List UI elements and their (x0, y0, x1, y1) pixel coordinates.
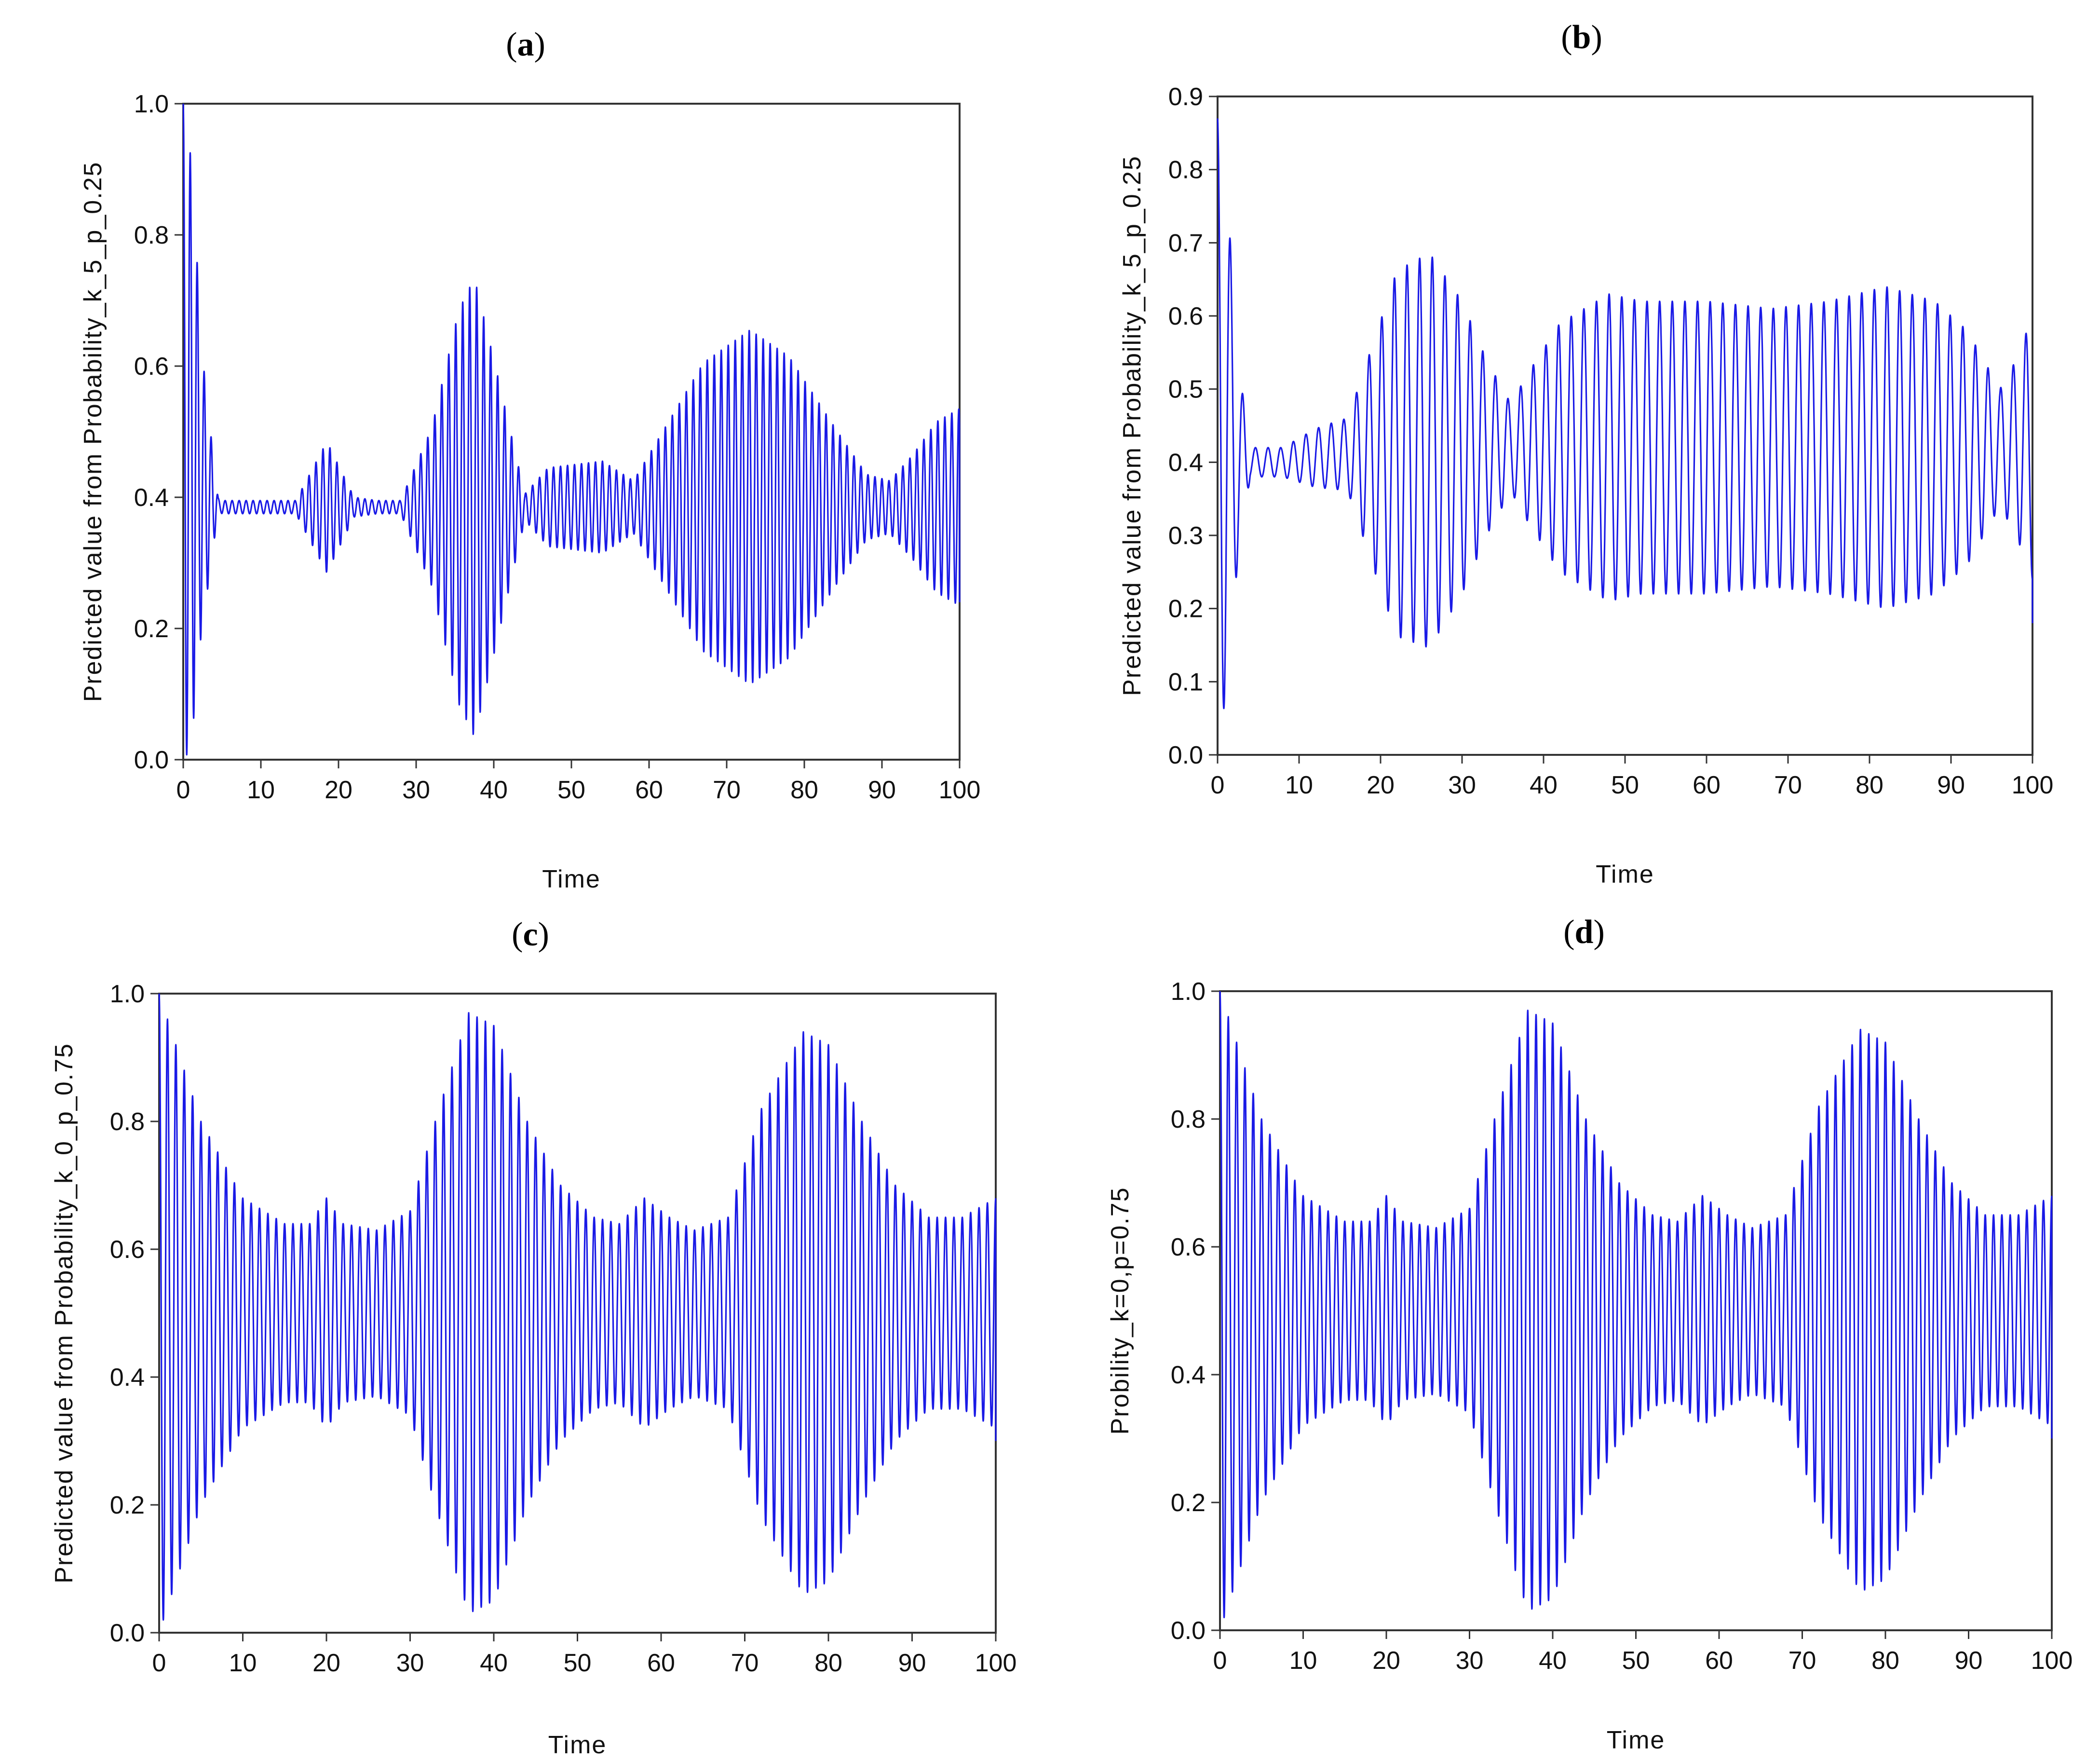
y-tick-label: 0.4 (110, 1364, 145, 1392)
x-tick-label: 90 (1937, 771, 1965, 799)
x-tick-label: 90 (898, 1649, 926, 1677)
y-tick-label: 0.8 (110, 1108, 145, 1136)
x-tick-label: 60 (635, 776, 663, 804)
x-tick-label: 80 (790, 776, 818, 804)
y-tick-label: 0.6 (134, 353, 169, 381)
x-tick-label: 0 (176, 776, 190, 804)
x-tick-label: 30 (1448, 771, 1476, 799)
panel-label-letter: c (523, 916, 538, 953)
x-tick-label: 70 (713, 776, 741, 804)
x-tick-label: 100 (939, 776, 981, 804)
y-tick-label: 1.0 (110, 980, 145, 1008)
y-tick-label: 0.0 (1171, 1617, 1206, 1645)
panel-label: (a) (506, 26, 545, 63)
y-tick-label: 0.6 (1168, 302, 1203, 330)
x-tick-label: 0 (1213, 1647, 1227, 1675)
y-tick-label: 0.3 (1168, 522, 1203, 550)
x-tick-label: 90 (1955, 1647, 1983, 1675)
x-tick-label: 30 (1456, 1647, 1484, 1675)
y-axis-title: Predicted value from Probability_k_5_p_0… (79, 162, 107, 702)
x-tick-label: 100 (2031, 1647, 2073, 1675)
x-tick-label: 40 (480, 1649, 508, 1677)
y-tick-label: 0.2 (1168, 595, 1203, 623)
x-tick-label: 50 (564, 1649, 592, 1677)
chart-panel-b: (b) 0 10 20 30 40 50 60 70 80 90 100 0.0 0.1 0.2 0.3 0.4… (1118, 19, 2053, 888)
x-tick-label: 10 (1289, 1647, 1317, 1675)
x-tick-label: 40 (1539, 1647, 1567, 1675)
x-tick-label: 100 (975, 1649, 1017, 1677)
x-tick-label: 20 (312, 1649, 340, 1677)
x-tick-label: 70 (1774, 771, 1802, 799)
x-tick-label: 80 (1871, 1647, 1899, 1675)
y-tick-label: 0.8 (1171, 1106, 1206, 1133)
x-tick-label: 50 (1611, 771, 1639, 799)
x-tick-label: 10 (247, 776, 275, 804)
x-tick-label: 0 (1211, 771, 1225, 799)
x-tick-label: 20 (1367, 771, 1395, 799)
y-tick-label: 1.0 (1171, 978, 1206, 1006)
x-tick-label: 10 (1285, 771, 1313, 799)
y-tick-label: 0.7 (1168, 229, 1203, 257)
x-axis-title: Time (548, 1731, 607, 1759)
y-tick-label: 0.6 (110, 1236, 145, 1264)
y-tick-label: 0.2 (134, 615, 169, 643)
panel-label: (c) (512, 916, 549, 953)
x-tick-label: 0 (152, 1649, 166, 1677)
y-tick-label: 0.8 (1168, 156, 1203, 184)
x-tick-label: 70 (731, 1649, 759, 1677)
x-tick-label: 20 (325, 776, 352, 804)
panel-label-letter: b (1572, 19, 1591, 56)
panel-label: (b) (1561, 19, 1602, 56)
series-line (1219, 991, 2053, 1619)
x-tick-label: 100 (2012, 771, 2054, 799)
x-axis-title: Time (1607, 1726, 1666, 1754)
x-tick-label: 60 (1693, 771, 1721, 799)
y-axis-title: Predicted value from Probability_k_0_p_0… (50, 1043, 78, 1584)
y-tick-label: 0.9 (1168, 83, 1203, 111)
x-tick-label: 40 (480, 776, 508, 804)
y-axis-title: Predicted value from Probability_k_5_p_0… (1118, 155, 1146, 696)
series-line (158, 993, 997, 1621)
y-tick-label: 0.6 (1171, 1233, 1206, 1261)
x-tick-label: 40 (1530, 771, 1558, 799)
chart-panel-c: (c) 0 10 20 30 40 50 60 70 80 90 100 0.0 0.2 0.4 0.6 0.8… (50, 916, 1016, 1759)
panel-label-letter: d (1575, 914, 1594, 951)
y-tick-label: 0.0 (110, 1619, 145, 1647)
x-tick-label: 60 (647, 1649, 675, 1677)
panel-label-letter: a (517, 26, 534, 63)
x-tick-label: 60 (1705, 1647, 1733, 1675)
y-tick-label: 0.4 (134, 484, 169, 512)
x-axis-title: Time (1596, 860, 1654, 888)
x-tick-label: 70 (1788, 1647, 1816, 1675)
x-tick-label: 50 (1622, 1647, 1650, 1675)
x-tick-label: 80 (1856, 771, 1883, 799)
chart-panel-d: (d) 0 10 20 30 40 50 60 70 80 90 100 0.0 0.2 0.4 0.6 0.8… (1106, 914, 2073, 1754)
x-tick-label: 50 (557, 776, 585, 804)
y-tick-label: 0.1 (1168, 668, 1203, 696)
y-tick-label: 0.2 (110, 1491, 145, 1519)
x-tick-label: 90 (868, 776, 896, 804)
x-tick-label: 10 (229, 1649, 257, 1677)
series-line (182, 103, 961, 756)
panel-label: (d) (1563, 914, 1605, 951)
y-tick-label: 0.2 (1171, 1489, 1206, 1517)
x-tick-label: 80 (814, 1649, 842, 1677)
y-tick-label: 1.0 (134, 90, 169, 118)
x-axis-title: Time (542, 865, 601, 893)
y-tick-label: 0.8 (134, 221, 169, 249)
y-tick-label: 0.4 (1171, 1361, 1206, 1389)
x-tick-label: 30 (396, 1649, 424, 1677)
chart-panel-a: (a) 0 10 20 30 40 50 60 70 80 90 100 0.0 0.2 0.4 0.6 0.8… (79, 26, 980, 893)
y-tick-label: 0.0 (134, 746, 169, 774)
y-tick-label: 0.0 (1168, 741, 1203, 769)
y-tick-label: 0.4 (1168, 449, 1203, 477)
series-line (1217, 118, 2033, 710)
x-tick-label: 20 (1372, 1647, 1400, 1675)
y-axis-title: Probility_k=0,p=0.75 (1106, 1187, 1134, 1434)
y-tick-label: 0.5 (1168, 376, 1203, 404)
x-tick-label: 30 (402, 776, 430, 804)
